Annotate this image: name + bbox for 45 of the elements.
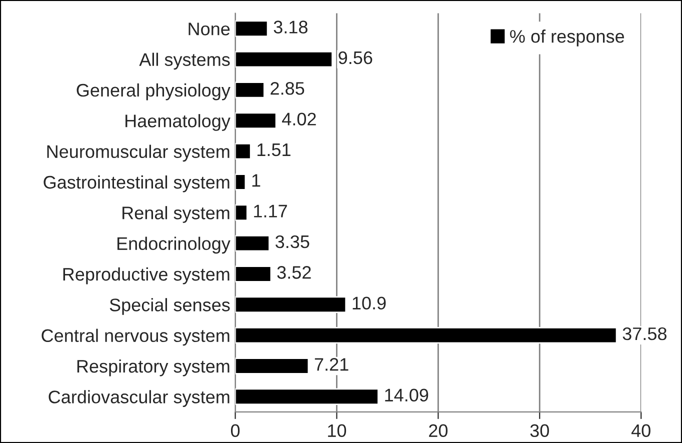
data-label: 2.85 bbox=[270, 82, 304, 95]
bar bbox=[235, 82, 265, 98]
data-label: 3.52 bbox=[277, 266, 311, 279]
x-tick-label: 30 bbox=[530, 424, 549, 438]
data-label: 1 bbox=[252, 174, 260, 187]
y-tick-label: Reproductive system bbox=[63, 267, 230, 284]
bar bbox=[235, 174, 246, 190]
y-tick-label: Cardiovascular system bbox=[48, 390, 230, 407]
bar bbox=[235, 296, 347, 314]
data-label: 37.58 bbox=[622, 327, 666, 340]
y-tick-label: All systems bbox=[139, 52, 230, 70]
y-tick-label: None bbox=[188, 22, 230, 36]
x-tick-label: 40 bbox=[631, 424, 650, 438]
data-label: 1.51 bbox=[258, 144, 290, 156]
data-label: 7.21 bbox=[314, 358, 348, 371]
x-tick-label: 0 bbox=[230, 424, 240, 438]
y-tick-label: Special senses bbox=[110, 298, 230, 315]
x-tick-label: 20 bbox=[429, 424, 448, 438]
y-tick-label: General physiology bbox=[76, 83, 230, 100]
y-tick-label: Haematology bbox=[126, 114, 230, 131]
bar bbox=[235, 388, 379, 406]
data-label: 3.18 bbox=[274, 20, 308, 34]
data-label: 4.02 bbox=[282, 112, 316, 126]
data-label: 3.35 bbox=[276, 235, 310, 248]
bar bbox=[235, 266, 272, 282]
bar bbox=[235, 142, 252, 160]
y-tick-label: Central nervous system bbox=[42, 328, 230, 346]
y-tick-label: Neuromuscular system bbox=[47, 144, 230, 162]
bar bbox=[235, 20, 268, 37]
data-label: 14.09 bbox=[385, 388, 428, 402]
bar bbox=[235, 358, 310, 374]
data-label: 9.56 bbox=[338, 51, 372, 64]
bar bbox=[235, 326, 618, 344]
y-tick-label: Renal system bbox=[122, 206, 230, 223]
bar bbox=[235, 204, 248, 221]
data-label: 10.9 bbox=[352, 296, 386, 310]
x-tick-label: 10 bbox=[328, 424, 346, 438]
bar bbox=[235, 234, 270, 252]
y-tick-label: Respiratory system bbox=[77, 359, 230, 376]
y-tick-label: Gastrointestinal system bbox=[44, 175, 230, 192]
bar bbox=[235, 50, 333, 68]
bar bbox=[235, 112, 277, 129]
data-label: 1.17 bbox=[254, 204, 287, 218]
legend-label: % of response bbox=[510, 30, 624, 46]
y-tick-label: Endocrinology bbox=[117, 236, 230, 254]
